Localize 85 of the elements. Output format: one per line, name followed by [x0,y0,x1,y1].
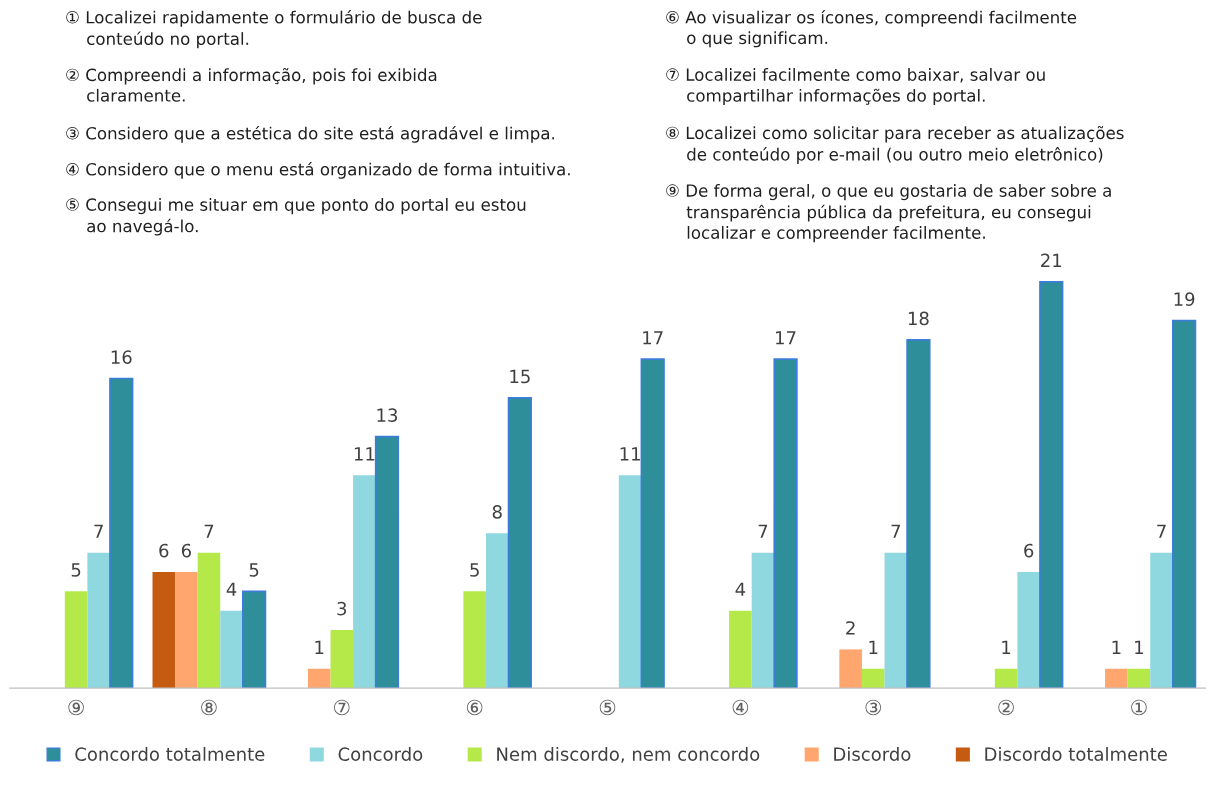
data-label: 15 [510,369,530,384]
text: ③ Considero que a estética do site está agradável e limpa. [66,126,555,143]
data-label: 7 [94,524,103,538]
x-tick-label: ④ [732,699,749,716]
data-label: 5 [71,563,81,577]
data-label: 7 [891,524,901,538]
text: ④ Considero que o menu está organizado de forma intuitiva. [66,162,570,179]
data-label: 19 [1174,292,1195,306]
data-label: 6 [1024,543,1034,558]
bar [109,377,134,689]
data-label: 1 [315,640,324,654]
data-label: 11 [354,447,375,461]
bar [1171,319,1197,689]
x-tick-label: ③ [865,699,882,716]
data-label: 1 [869,640,878,654]
bar [906,339,931,689]
data-label: 5 [470,563,479,577]
bar [1127,668,1151,689]
data-label: 6 [159,543,169,558]
data-label: 18 [908,311,929,326]
data-label: 16 [111,350,132,364]
data-label: 11 [620,447,640,461]
legend-label: Discordo totalmente [985,747,1167,761]
data-label: 6 [181,543,191,558]
bar [374,435,400,689]
bar [197,552,221,689]
bar [729,610,752,689]
legend-label: Discordo [834,747,911,761]
legend-label: Concordo [338,747,423,761]
text: ① Localizei rapidamente o formulário de busca de conteúdo no portal. [66,10,482,49]
x-tick-label: ⑥ [466,699,483,716]
x-tick-label: ⑦ [334,699,350,716]
text: ⑧ Localizei como solicitar para receber as atualizações de conteúdo por e-mail (ou outro meio eletrônico) [666,126,1124,164]
bar [64,591,88,689]
bar [307,668,331,689]
bar [330,630,354,689]
bar [1105,668,1128,689]
x-tick-label: ⑨ [68,699,84,716]
data-label: 2 [846,621,855,635]
data-label: 17 [776,331,796,345]
x-tick-label: ⑧ [201,699,217,716]
x-tick-label: ① [1131,699,1147,716]
data-label: 3 [337,601,347,616]
bar [640,358,665,689]
data-label: 7 [758,524,768,538]
text: ⑦ Localizei facilmente como baixar, salvar ou compartilhar informações do portal. [666,68,1045,106]
text: ② Compreendi a informação, pois foi exibida claramente. [66,68,437,102]
bar [353,475,376,689]
bar [87,552,110,689]
text: ⑤ Consegui me situar em que ponto do portal eu estou ao navegá-lo. [66,198,526,236]
data-label: 17 [643,331,663,345]
bar [839,649,862,689]
bar [1150,552,1173,689]
bar [507,397,532,689]
bar [220,610,243,689]
bar [485,533,509,689]
data-label: 1 [1112,640,1121,654]
data-label: 4 [735,582,746,596]
data-label: 8 [492,505,502,519]
bar [773,358,798,689]
x-tick-label: ② [998,699,1014,716]
data-label: 21 [1041,253,1062,267]
bar [618,475,642,689]
bar [1017,572,1040,689]
bar [241,590,267,689]
data-label: 7 [1157,524,1166,538]
data-label: 5 [249,563,259,577]
bar [994,668,1018,689]
bar [175,572,198,689]
text: ⑨ De forma geral, o que eu gostaria de saber sobre a transparência pública da prefeitura, eu consegui localizar e compreender facilmente. [666,184,1111,243]
bar [751,552,775,689]
bar [861,668,885,689]
legend-label: Nem discordo, nem concordo [497,747,760,763]
data-label: 1 [1135,640,1144,654]
bar [884,552,908,689]
x-tick-label: ⑤ [599,699,616,716]
data-label: 4 [226,582,237,596]
data-label: 7 [204,524,214,538]
bar [463,591,486,689]
bar [1039,280,1064,689]
legend-label: Concordo totalmente [75,747,265,761]
bar [152,572,176,689]
text: ⑥ Ao visualizar os ícones, compreendi facilmente o que significam. [666,10,1077,48]
data-label: 13 [377,408,398,422]
data-label: 1 [1002,640,1011,654]
